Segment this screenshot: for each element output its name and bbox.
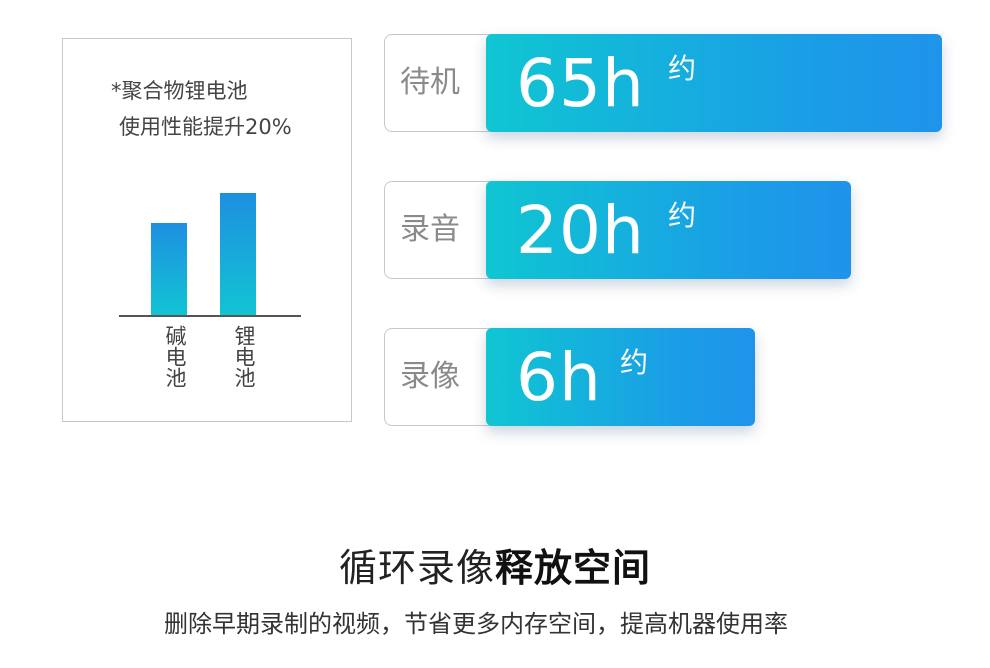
alkaline-battery-label: 碱电池 [163, 325, 187, 388]
title-line-1: *聚合物锂电池 [111, 79, 248, 103]
mode-label: 录像 [400, 359, 460, 394]
duration-value: 20h [516, 192, 645, 269]
alkaline-battery-bar [151, 223, 187, 315]
lithium-battery-bar [220, 193, 256, 315]
headline-bold: 释放空间 [495, 546, 652, 590]
battery-comparison-title: *聚合物锂电池 使用性能提升20% [111, 73, 292, 145]
headline-regular: 循环录像 [338, 546, 495, 590]
headline: 循环录像释放空间 [0, 540, 990, 596]
duration-row-standby: 待机 65h 约 [384, 34, 944, 132]
duration-value: 6h [516, 339, 602, 416]
mode-label: 待机 [400, 65, 460, 100]
approx-suffix: 约 [668, 52, 697, 85]
duration-bar: 6h 约 [486, 328, 755, 426]
chart-baseline [119, 315, 301, 317]
approx-suffix: 约 [668, 199, 697, 232]
duration-bar: 65h 约 [486, 34, 942, 132]
battery-comparison-card: *聚合物锂电池 使用性能提升20% 碱电池 锂电池 [62, 38, 352, 422]
approx-suffix: 约 [620, 346, 649, 379]
duration-row-audio: 录音 20h 约 [384, 181, 944, 279]
duration-bar: 20h 约 [486, 181, 851, 279]
duration-row-video: 录像 6h 约 [384, 328, 944, 426]
lithium-battery-label: 锂电池 [232, 325, 256, 388]
mode-label: 录音 [400, 212, 460, 247]
subline: 删除早期录制的视频，节省更多内存空间，提高机器使用率 [164, 610, 788, 638]
title-line-2: 使用性能提升20% [119, 115, 292, 139]
duration-value: 65h [516, 45, 645, 122]
